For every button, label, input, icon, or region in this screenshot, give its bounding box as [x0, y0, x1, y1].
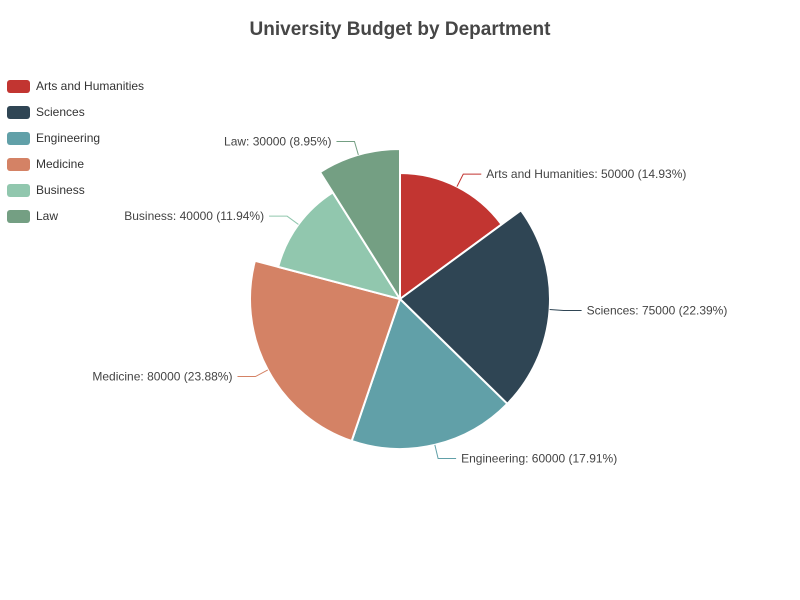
pie-slice-engineering[interactable]	[350, 298, 509, 450]
legend-item-engineering[interactable]: Engineering	[7, 125, 144, 151]
leader-line	[237, 369, 269, 378]
legend: Arts and Humanities Sciences Engineering…	[7, 73, 144, 229]
slice-label: Law: 30000 (8.95%)	[224, 134, 331, 148]
slice-label: Sciences: 75000 (22.39%)	[587, 304, 728, 318]
leader-line	[549, 309, 582, 312]
legend-label: Arts and Humanities	[36, 79, 145, 93]
legend-item-sciences[interactable]: Sciences	[7, 99, 144, 125]
pie-slice-arts-and-humanities[interactable]	[399, 172, 503, 300]
leader-line	[336, 140, 359, 156]
legend-item-law[interactable]: Law	[7, 203, 144, 229]
pie-slice-law[interactable]	[318, 148, 401, 300]
legend-label: Law	[36, 209, 59, 223]
pie-slice-sciences[interactable]	[399, 209, 551, 405]
legend-swatch	[7, 131, 30, 145]
slice-label: Engineering: 60000 (17.91%)	[461, 452, 617, 466]
legend-label: Business	[36, 183, 85, 197]
legend-label: Medicine	[36, 157, 85, 171]
legend-swatch	[7, 105, 30, 119]
leader-line	[456, 173, 482, 187]
legend-swatch	[7, 209, 30, 223]
legend-item-medicine[interactable]: Medicine	[7, 151, 144, 177]
pie-slice-medicine[interactable]	[249, 259, 401, 442]
leader-line	[269, 215, 299, 225]
legend-swatch	[7, 183, 30, 197]
leader-line	[434, 444, 457, 460]
pie-slice-business[interactable]	[277, 191, 401, 300]
legend-swatch	[7, 79, 30, 93]
legend-item-business[interactable]: Business	[7, 177, 144, 203]
legend-label: Engineering	[36, 131, 101, 145]
slice-label: Arts and Humanities: 50000 (14.93%)	[486, 167, 686, 181]
slice-label: Medicine: 80000 (23.88%)	[92, 370, 232, 384]
chart-title: University Budget by Department	[249, 19, 551, 40]
legend-swatch	[7, 157, 30, 171]
legend-item-arts-and-humanities[interactable]: Arts and Humanities	[7, 73, 144, 99]
legend-label: Sciences	[36, 105, 85, 119]
slice-label: Business: 40000 (11.94%)	[124, 209, 264, 223]
